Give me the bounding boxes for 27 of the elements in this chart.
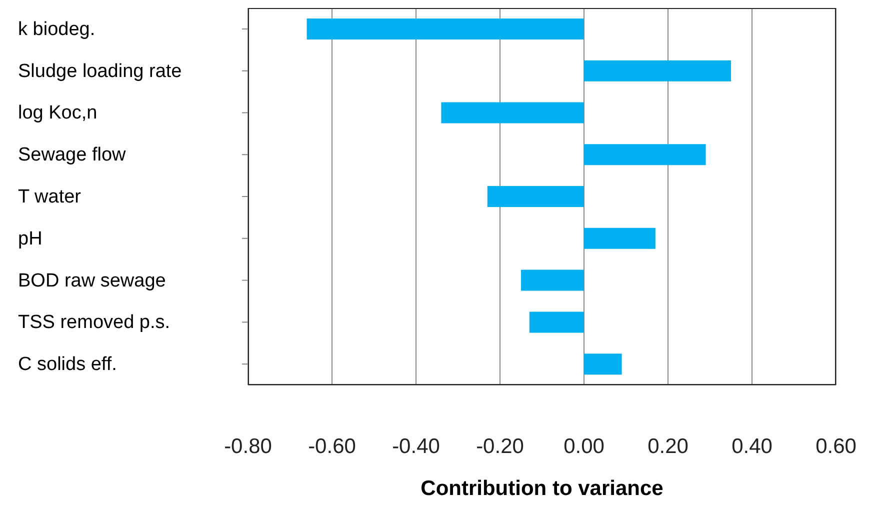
x-tick-label: 0.60: [816, 434, 856, 458]
y-tick-label: Sludge loading rate: [18, 60, 182, 82]
y-tick-label: T water: [18, 186, 82, 208]
y-tick-label: BOD raw sewage: [18, 270, 166, 292]
x-tick-label: -0.80: [224, 434, 272, 458]
x-tick-label: -0.20: [476, 434, 524, 458]
bar: [521, 270, 584, 291]
y-tick-label: Sewage flow: [18, 144, 126, 166]
x-tick-label: -0.60: [308, 434, 356, 458]
x-tick-label: 0.00: [564, 434, 604, 458]
x-tick-label: 0.40: [732, 434, 772, 458]
y-tick-label: log Koc,n: [18, 102, 98, 124]
x-tick-label: 0.20: [648, 434, 688, 458]
y-tick-label: C solids eff.: [18, 354, 117, 376]
bar: [306, 18, 584, 40]
x-axis-title: Contribution to variance: [420, 477, 664, 500]
bar: [584, 144, 706, 166]
y-tick-label: TSS removed p.s.: [18, 312, 170, 334]
bar: [487, 186, 584, 208]
bar: [584, 228, 656, 249]
y-tick-label: pH: [18, 228, 42, 250]
bar: [441, 102, 584, 124]
bar: [584, 60, 731, 82]
bar: [529, 312, 584, 333]
bar: [584, 354, 622, 375]
x-tick-label: -0.40: [392, 434, 440, 458]
y-tick-label: k biodeg.: [18, 18, 96, 40]
